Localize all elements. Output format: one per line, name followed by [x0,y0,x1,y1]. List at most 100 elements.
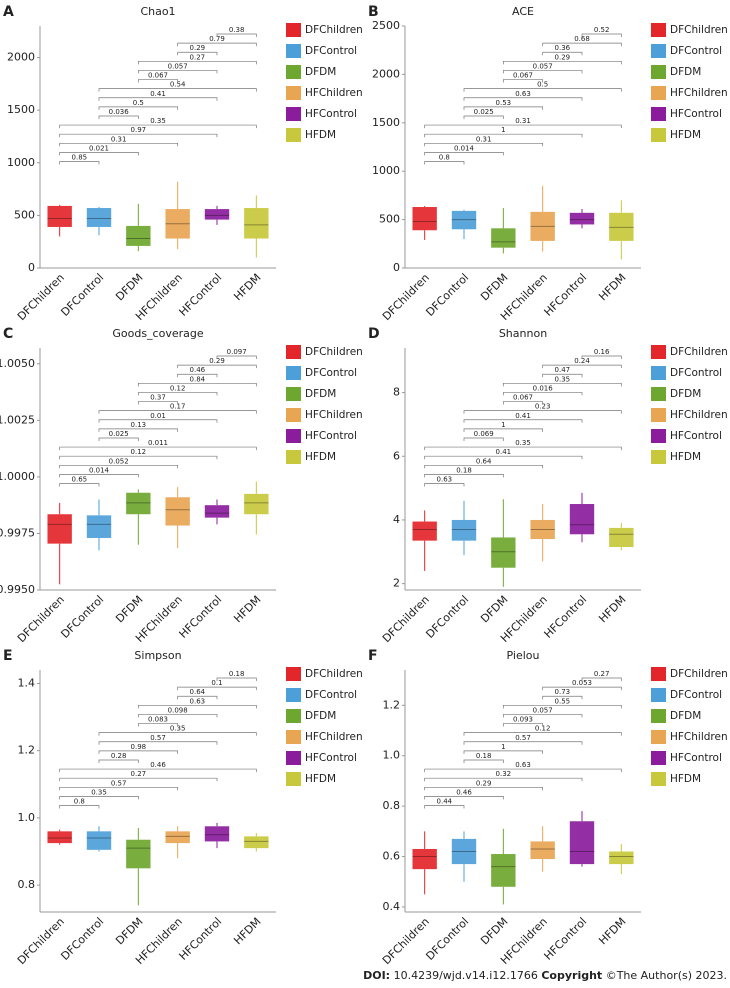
bracket [463,410,622,414]
bracket [137,723,179,727]
p-value: 0.025 [109,430,129,438]
bracket [424,133,583,138]
p-value: 0.79 [209,35,225,43]
doi: 10.4239/wjd.v14.i12.1766 [394,969,538,982]
legend-swatch [651,688,666,702]
bracket [463,732,622,736]
bracket [59,768,257,773]
bracket [98,106,179,110]
bracket [137,70,218,74]
p-value: 0.01 [150,412,166,420]
y-tick-label: 1.2 [18,744,36,757]
bracket [463,97,583,101]
legend-label: HFDM [670,773,701,785]
bracket [59,124,257,129]
bracket [177,364,257,369]
legend-swatch [651,107,666,121]
p-value: 0.31 [111,135,127,143]
box [491,228,516,248]
legend-label: HFControl [305,430,357,442]
bracket [216,355,257,359]
bracket [463,88,622,92]
box [86,831,112,850]
x-tick-label: HFControl [177,593,225,641]
bracket [502,392,583,396]
p-value: 0.8 [439,154,450,162]
bracket [463,741,583,745]
p-value: 1 [501,421,505,429]
legend-swatch [286,86,301,100]
footer: DOI: 10.4239/wjd.v14.i12.1766 Copyright … [363,969,727,982]
p-value: 0.65 [72,476,88,484]
legend-label: HFDM [305,129,336,141]
bracket [424,124,622,129]
bracket [542,42,622,47]
bracket [463,419,583,423]
bracket [502,714,583,718]
legend-label: HFDM [670,451,701,463]
bracket [137,382,257,387]
p-value: 0.31 [515,117,531,125]
box [491,854,516,887]
legend-label: DFDM [670,66,701,78]
box [569,821,595,865]
p-value: 0.5 [133,99,144,107]
legend-swatch [651,730,666,744]
bracket [424,446,622,451]
p-value: 0.98 [131,743,147,751]
legend-swatch [651,408,666,422]
y-tick-label: 500 [379,213,400,226]
legend-swatch [286,366,301,380]
legend-swatch [286,345,301,359]
bracket [463,428,544,432]
bracket [502,401,544,405]
bracket [59,796,139,800]
legend-label: DFControl [670,689,722,701]
y-tick-label: 0 [393,261,400,274]
p-value: 0.067 [513,72,533,80]
copyright: ©The Author(s) 2023. [606,969,727,982]
p-value: 0.27 [594,670,610,678]
bracket [502,382,622,387]
legend-swatch [286,23,301,37]
bracket [424,142,544,147]
p-value: 0.63 [515,761,531,769]
box [86,208,112,227]
bracket [59,483,100,487]
bracket [542,51,583,56]
bracket [98,750,179,754]
p-value: 0.052 [109,457,129,465]
p-value: 0.46 [150,761,166,769]
y-tick-label: 0.8 [383,799,401,812]
legend-label: DFChildren [305,668,363,680]
x-tick-label: DFChildren [15,915,67,967]
p-value: 0.85 [72,154,88,162]
p-value: 0.18 [456,466,472,474]
bracket [581,33,622,37]
bracket [59,474,139,478]
legend-label: HFControl [670,430,722,442]
y-tick-label: 1000 [372,164,400,177]
p-value: 0.014 [454,144,475,152]
y-tick-label: 1.0050 [0,357,35,370]
panel-letter: E [3,648,13,664]
p-value: 0.067 [148,72,168,80]
p-value: 0.24 [574,357,590,365]
bracket [59,805,100,809]
p-value: 0.63 [190,697,206,705]
bracket [59,152,139,156]
box [126,839,151,869]
p-value: 0.64 [190,688,206,696]
bracket [137,401,179,405]
legend-label: HFChildren [305,87,363,99]
box [491,537,516,568]
legend-label: DFChildren [305,346,363,358]
p-value: 0.016 [533,384,554,392]
legend-label: DFDM [305,388,336,400]
box [609,527,634,548]
y-tick-label: 1.4 [18,676,36,689]
box [244,493,269,515]
p-value: 0.29 [190,44,206,52]
box [204,209,230,220]
x-tick-label: DFControl [58,593,106,641]
